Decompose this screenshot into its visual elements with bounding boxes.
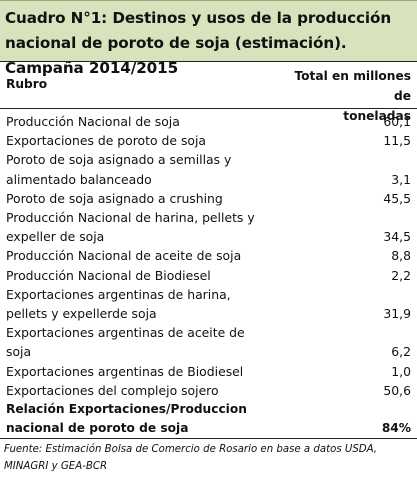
table-row: Exportaciones de poroto de soja 11,5 (0, 131, 417, 150)
table-body: Producción Nacional de soja 60,1 Exporta… (0, 109, 417, 438)
table-row: Exportaciones argentinas de aceite de so… (0, 323, 417, 361)
row-label: Exportaciones argentinas de Biodiesel (6, 363, 244, 379)
row-label: Poroto de soja asignado a semillas y (6, 152, 232, 168)
row-value: 3,1 (391, 171, 411, 187)
row-value: 34,5 (383, 229, 411, 245)
table-header: Rubro Total en millones de toneladas (0, 62, 417, 123)
summary-label: Relación Exportaciones/Produccion (6, 402, 247, 417)
row-label: Exportaciones del complejo sojero (6, 382, 219, 398)
row-label: Exportaciones argentinas de aceite de (6, 325, 245, 341)
table-row: Producción Nacional de Biodiesel 2,2 (0, 266, 417, 285)
table-row: Producción Nacional de harina, pellets y… (0, 208, 417, 246)
row-label-cont: alimentado balanceado (6, 171, 152, 187)
row-label: Producción Nacional de harina, pellets y (6, 210, 255, 226)
row-label-cont: expeller de soja (6, 229, 105, 245)
row-label: Producción Nacional de aceite de soja (6, 248, 242, 264)
row-value: 50,6 (383, 382, 411, 398)
column-header-total-line1: Total en millones de (294, 69, 411, 103)
column-header-total-line2: toneladas (343, 109, 411, 123)
row-value: 1,0 (391, 363, 411, 379)
table-row: Producción Nacional de soja 60,1 (0, 112, 417, 131)
row-label: Exportaciones argentinas de harina, (6, 286, 231, 302)
table-title: Cuadro N°1: Destinos y usos de la produc… (0, 0, 417, 77)
row-label: Exportaciones de poroto de soja (6, 133, 207, 149)
table-row: Producción Nacional de aceite de soja 8,… (0, 246, 417, 265)
row-value: 60,1 (383, 114, 411, 129)
row-label: Producción Nacional de Biodiesel (6, 267, 211, 283)
row-value: 45,5 (383, 190, 411, 206)
table-row: Poroto de soja asignado a semillas y ali… (0, 150, 417, 188)
row-value: 11,5 (383, 133, 411, 149)
table-row: Exportaciones argentinas de harina, pell… (0, 285, 417, 323)
summary-row: Relación Exportaciones/Produccion nacion… (0, 400, 417, 438)
row-value: 2,2 (391, 267, 411, 283)
row-value: 6,2 (391, 344, 411, 360)
row-label: Poroto de soja asignado a crushing (6, 190, 223, 206)
title-divider (0, 61, 417, 62)
summary-value: 84% (381, 421, 411, 436)
footer-divider (0, 438, 417, 440)
row-value: 8,8 (391, 248, 411, 264)
row-label: Producción Nacional de soja (6, 114, 180, 129)
table-row: Poroto de soja asignado a crushing 45,5 (0, 189, 417, 208)
table-row: Exportaciones del complejo sojero 50,6 (0, 381, 417, 400)
summary-label-cont: nacional de poroto de soja (6, 421, 189, 436)
column-header-rubro: Rubro (6, 77, 48, 91)
row-value: 31,9 (383, 306, 411, 322)
header-divider (0, 108, 417, 109)
source-note: Fuente: Estimación Bolsa de Comercio de … (4, 444, 378, 472)
row-label-cont: soja (6, 344, 32, 360)
table-row: Exportaciones argentinas de Biodiesel 1,… (0, 362, 417, 381)
column-header-total: Total en millones de toneladas (281, 66, 411, 123)
row-label-cont: pellets y expellerde soja (6, 306, 157, 322)
